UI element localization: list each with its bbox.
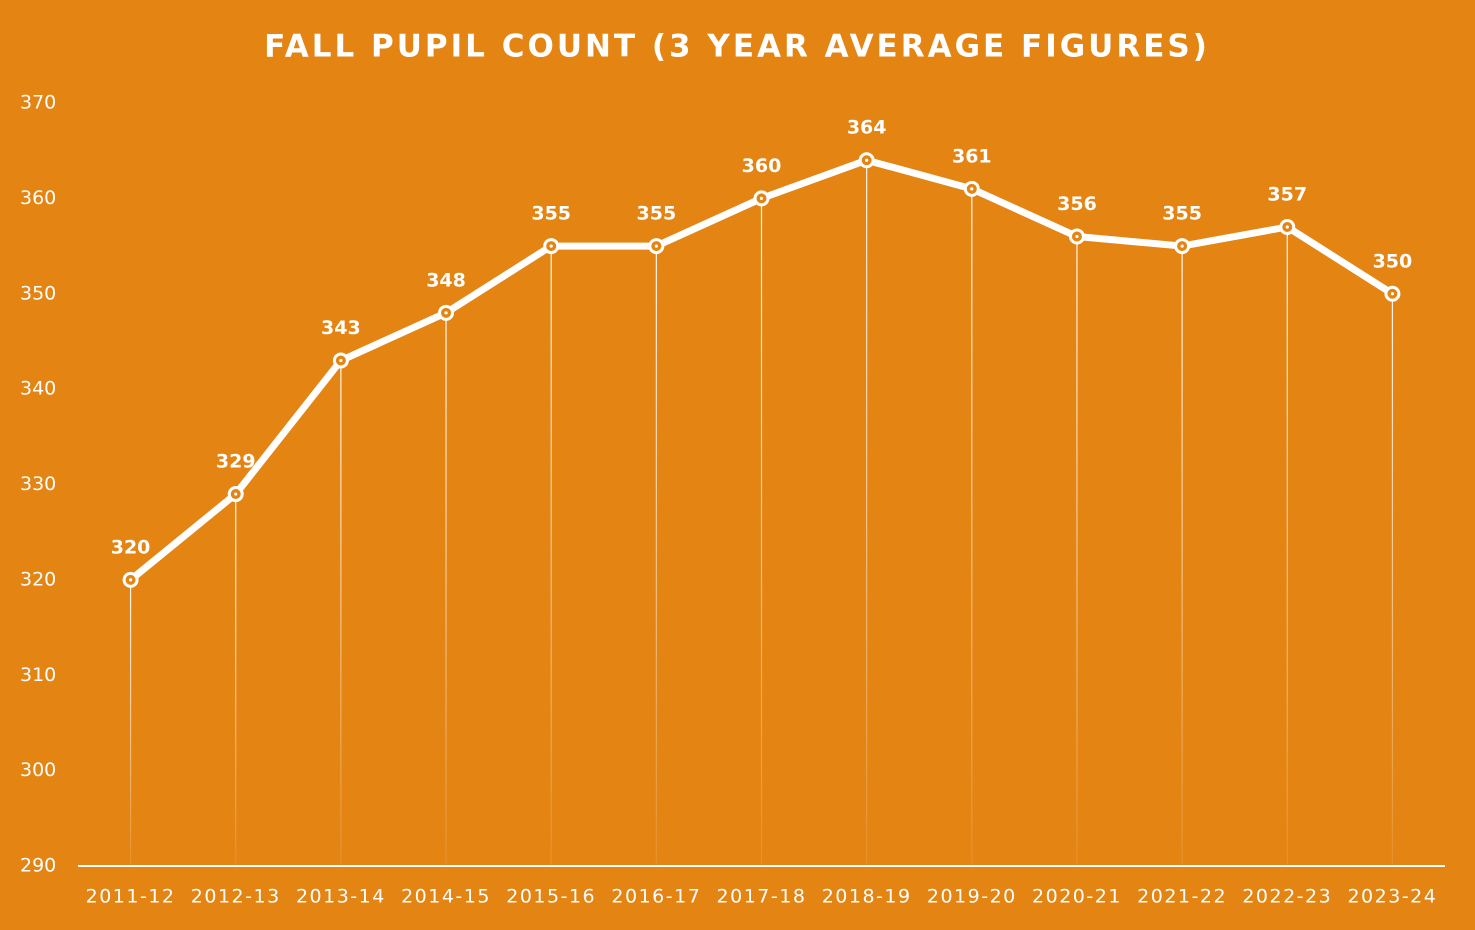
- data-label: 364: [847, 117, 887, 139]
- marker-dot: [970, 187, 974, 191]
- marker-dot: [654, 244, 658, 248]
- marker-dot: [339, 358, 343, 363]
- x-tick-label: 2017-18: [717, 886, 807, 908]
- marker-dot: [865, 158, 869, 162]
- data-label: 355: [1162, 203, 1202, 225]
- x-tick-label: 2019-20: [927, 886, 1017, 908]
- drop-line: [1286, 226, 1288, 867]
- data-label: 329: [216, 451, 256, 473]
- drop-line: [129, 579, 132, 866]
- data-label: 357: [1267, 183, 1307, 205]
- drop-line: [760, 198, 763, 866]
- data-label: 320: [111, 536, 151, 558]
- drop-line: [1076, 236, 1078, 866]
- x-tick-label: 2021-22: [1137, 886, 1227, 908]
- drop-line: [971, 188, 973, 866]
- y-tick-label: 340: [20, 378, 56, 400]
- marker-dot: [234, 492, 238, 496]
- marker-dot: [1075, 234, 1079, 239]
- marker-dot: [1390, 292, 1395, 296]
- y-tick-label: 320: [20, 568, 56, 590]
- data-label: 343: [321, 317, 361, 339]
- data-label: 355: [637, 203, 677, 225]
- drop-line: [1391, 293, 1394, 866]
- x-tick-label: 2013-14: [296, 886, 386, 908]
- data-label: 361: [952, 145, 992, 167]
- chart-title: FALL PUPIL COUNT (3 YEAR AVERAGE FIGURES…: [264, 29, 1210, 65]
- x-tick-label: 2012-13: [191, 886, 281, 908]
- y-tick-label: 360: [20, 187, 56, 209]
- drop-line: [550, 246, 552, 866]
- y-tick-label: 330: [20, 473, 56, 495]
- x-tick-label: 2023-24: [1347, 886, 1437, 908]
- marker-dot: [128, 578, 133, 582]
- y-tick-label: 300: [20, 759, 56, 781]
- drop-line: [866, 160, 868, 867]
- drop-line: [340, 360, 342, 866]
- y-tick-label: 370: [20, 92, 56, 114]
- x-tick-label: 2022-23: [1242, 886, 1332, 908]
- marker-dot: [549, 244, 553, 248]
- marker-dot: [444, 311, 448, 315]
- drop-line: [1181, 246, 1183, 866]
- data-label: 348: [426, 269, 466, 291]
- data-label: 356: [1057, 193, 1097, 215]
- x-tick-label: 2016-17: [611, 886, 701, 908]
- y-tick-label: 290: [20, 855, 56, 877]
- marker-dot: [1285, 225, 1289, 229]
- x-tick-label: 2018-19: [822, 886, 912, 908]
- x-tick-label: 2015-16: [506, 886, 596, 908]
- y-tick-label: 310: [20, 664, 56, 686]
- marker-dot: [1180, 244, 1184, 248]
- drop-line: [445, 312, 447, 866]
- data-label: 360: [742, 155, 782, 177]
- marker-dot: [759, 196, 764, 200]
- drop-line: [235, 494, 237, 866]
- x-tick-label: 2020-21: [1032, 886, 1122, 908]
- y-tick-label: 350: [20, 282, 56, 304]
- x-tick-label: 2011-12: [86, 886, 176, 908]
- drop-line: [655, 246, 657, 866]
- x-tick-label: 2014-15: [401, 886, 491, 908]
- data-label: 350: [1373, 250, 1413, 272]
- data-label: 355: [531, 203, 571, 225]
